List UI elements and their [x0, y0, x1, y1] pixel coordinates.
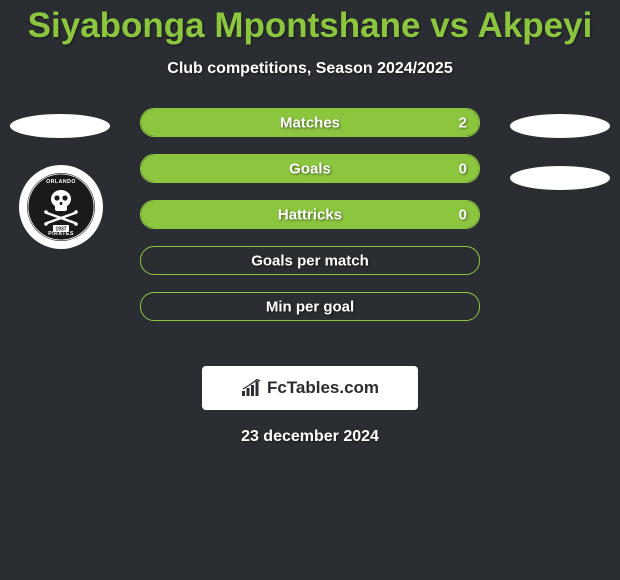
- watermark-text: FcTables.com: [267, 378, 379, 398]
- bar-label: Goals per match: [141, 252, 479, 269]
- page-title: Siyabonga Mpontshane vs Akpeyi: [0, 0, 620, 46]
- right-placeholder-ellipse-2: [510, 166, 610, 190]
- bar-label: Min per goal: [141, 298, 479, 315]
- svg-text:ORLANDO: ORLANDO: [46, 179, 76, 185]
- bar-value: 0: [459, 160, 467, 177]
- stat-bar-matches: Matches 2: [140, 108, 480, 137]
- bar-value: 0: [459, 206, 467, 223]
- stat-bar-goals-per-match: Goals per match: [140, 246, 480, 275]
- stat-bar-min-per-goal: Min per goal: [140, 292, 480, 321]
- bar-label: Goals: [141, 160, 479, 177]
- bar-value: 2: [459, 114, 467, 131]
- comparison-area: ORLANDO PIRATES 1937 Matches 2 Goals: [0, 108, 620, 358]
- stat-bar-goals: Goals 0: [140, 154, 480, 183]
- bar-label: Matches: [141, 114, 479, 131]
- stat-bar-hattricks: Hattricks 0: [140, 200, 480, 229]
- watermark: FcTables.com: [202, 366, 418, 410]
- stat-bars: Matches 2 Goals 0 Hattricks 0 Goals per …: [140, 108, 480, 321]
- date-text: 23 december 2024: [0, 428, 620, 446]
- badge-year: 1937: [55, 227, 66, 233]
- team-badge: ORLANDO PIRATES 1937: [19, 165, 103, 249]
- left-placeholder-ellipse: [10, 114, 110, 138]
- subtitle: Club competitions, Season 2024/2025: [0, 60, 620, 78]
- chart-icon: [241, 379, 263, 397]
- right-placeholder-ellipse-1: [510, 114, 610, 138]
- bar-label: Hattricks: [141, 206, 479, 223]
